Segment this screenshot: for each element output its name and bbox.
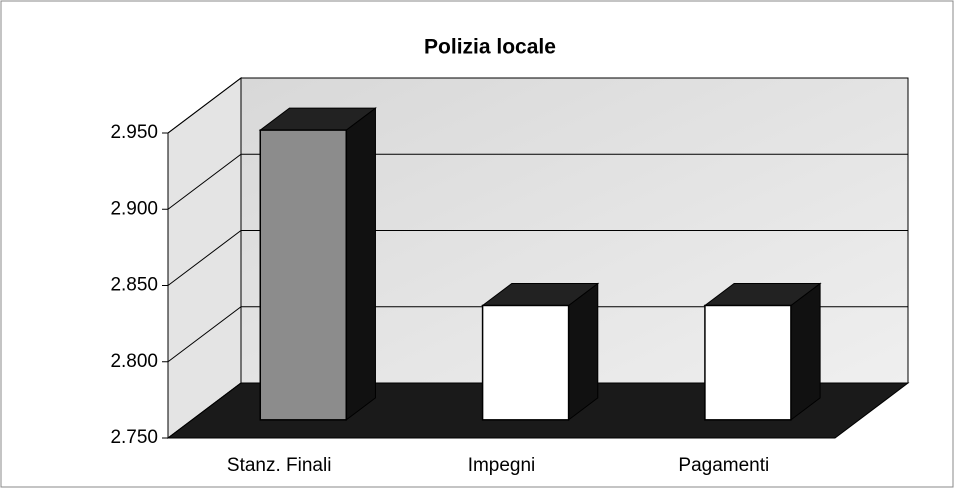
bar-front (704, 304, 792, 421)
grid-line (167, 306, 908, 363)
x-tick-label: Stanz. Finali (227, 455, 332, 476)
chart-title: Polizia locale (424, 36, 556, 59)
y-tick-label: 2.900 (110, 198, 158, 219)
x-tick-label: Impegni (468, 455, 536, 476)
x-tick-label: Pagamenti (678, 455, 769, 476)
bar-side (345, 107, 376, 421)
bar-side (790, 282, 821, 421)
y-tick-label: 2.850 (110, 275, 158, 296)
grid-line (167, 153, 908, 210)
bar-front (259, 129, 348, 421)
bar (258, 107, 377, 421)
bar-front (481, 304, 570, 421)
grid-line (167, 382, 908, 439)
grid-line (167, 77, 908, 134)
bar (703, 282, 822, 421)
y-tick-label: 2.750 (110, 427, 158, 448)
grid-line (167, 230, 908, 286)
y-tick-label: 2.950 (110, 122, 158, 143)
bar (481, 282, 600, 421)
bar-side (568, 282, 599, 421)
y-tick-label: 2.800 (110, 351, 158, 372)
